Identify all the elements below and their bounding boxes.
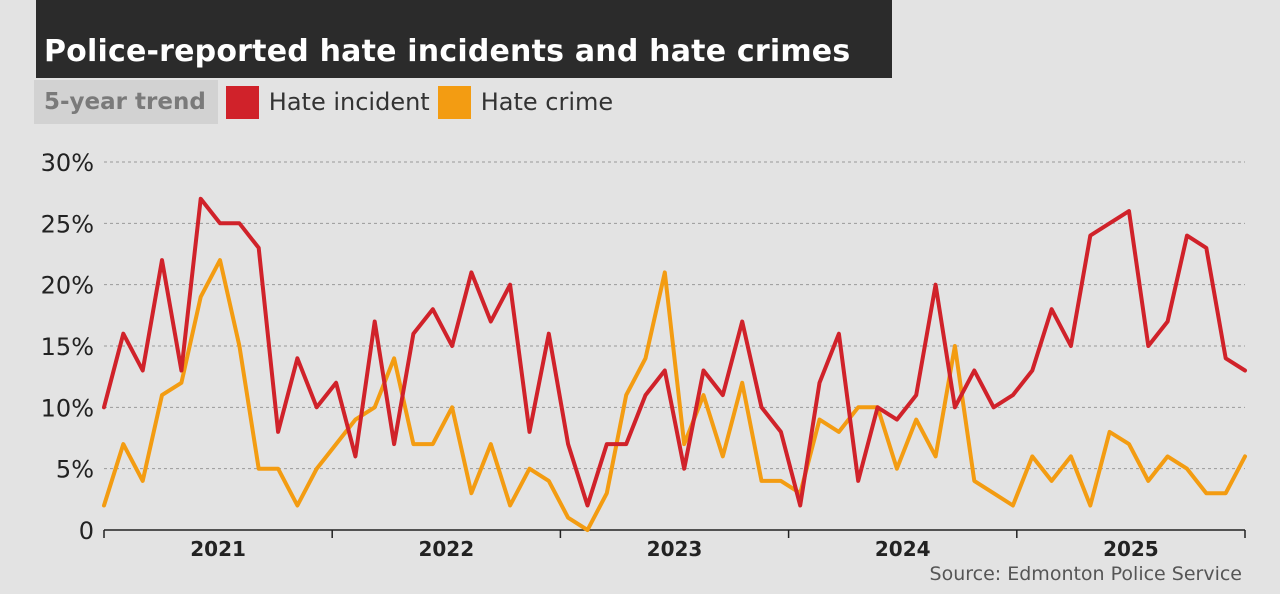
legend-swatch-hate-incident [225,85,259,119]
chart-title: Police-reported hate incidents and hate … [44,34,851,69]
y-tick-label-15: 15% [41,333,94,361]
source-note: Source: Edmonton Police Service [929,563,1242,585]
y-tick-label-25: 25% [41,210,94,238]
legend-item-hate-incident: Hate incident [225,85,430,119]
legend-label: 5-year trend [34,80,218,124]
x-tick-label-2022: 2022 [418,537,474,561]
y-tick-label-5: 5% [56,456,94,484]
x-tick-label-2023: 2023 [647,537,703,561]
legend-item-hate-crime: Hate crime [437,85,614,119]
y-tick-label-20: 20% [41,272,94,300]
x-tick-label-2021: 2021 [190,537,246,561]
y-tick-label-30: 30% [41,149,94,177]
x-tick-label-2025: 2025 [1103,537,1159,561]
x-tick-label-2024: 2024 [875,537,931,561]
legend-text-hate-incident: Hate incident [268,88,430,116]
series-line-hate-incident [102,196,1247,508]
y-tick-label-10: 10% [41,394,94,422]
legend-swatch-hate-crime [437,85,471,119]
title-bar: Police-reported hate incidents and hate … [36,0,892,78]
legend-text-hate-crime: Hate crime [480,88,614,116]
legend: 5-year trend Hate incident Hate crime [34,80,613,124]
y-tick-label-0: 0 [79,517,94,545]
series-line-hate-crime [102,258,1247,532]
